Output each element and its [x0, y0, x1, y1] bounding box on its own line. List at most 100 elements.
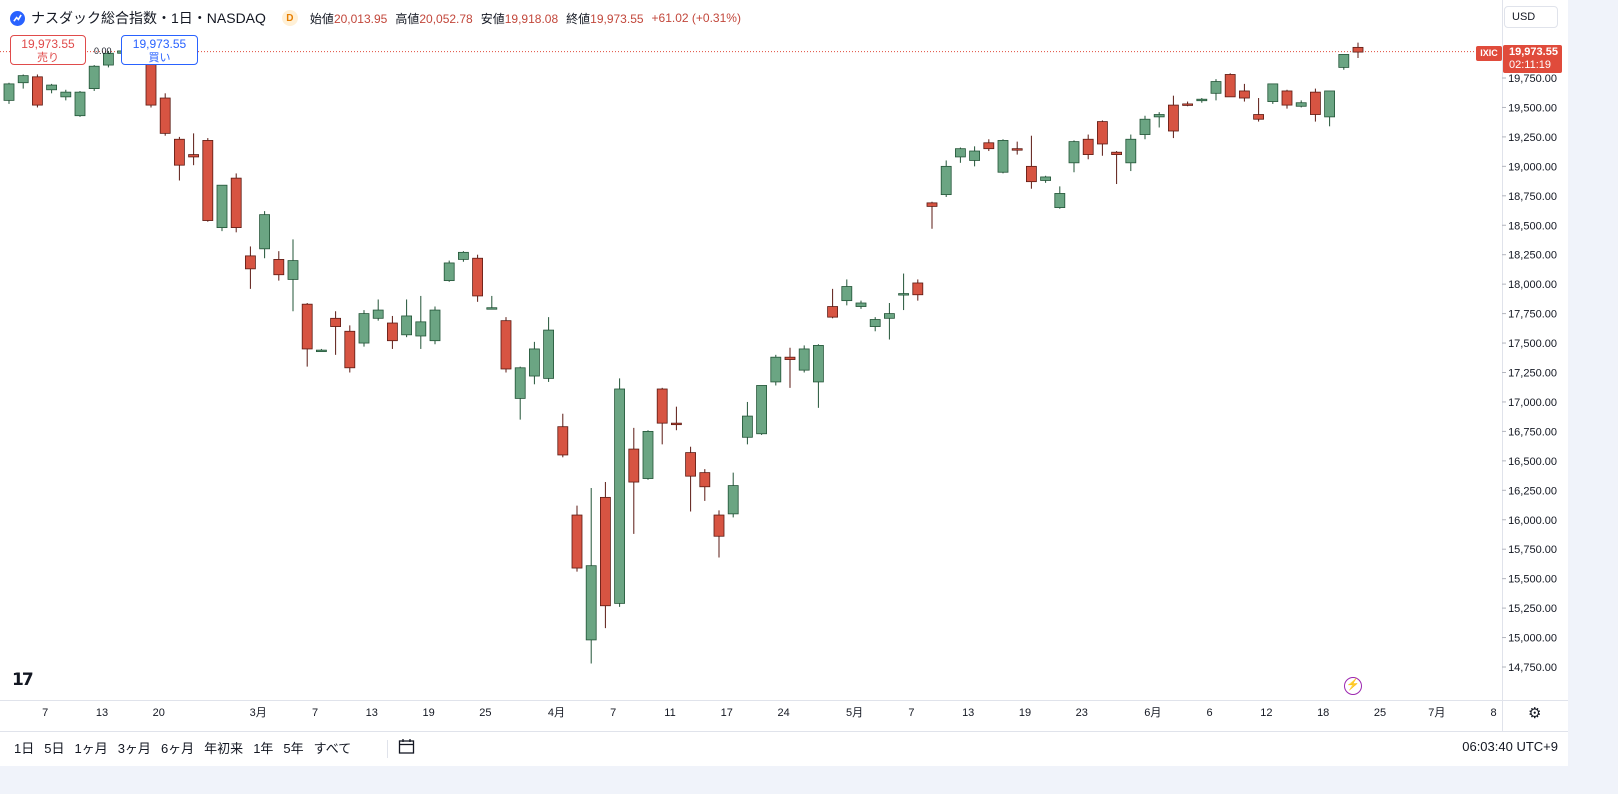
- candle: [1182, 101, 1193, 107]
- candle-body: [983, 142, 995, 150]
- candle-body: [486, 307, 498, 310]
- candle-body: [1210, 81, 1222, 94]
- candle-body: [159, 97, 171, 134]
- candle: [1253, 98, 1264, 122]
- candle-body: [1310, 91, 1321, 115]
- candle: [614, 378, 625, 607]
- candle-body: [642, 430, 654, 479]
- candle: [955, 147, 966, 163]
- candle-body: [145, 59, 157, 106]
- x-tick-label: 20: [153, 707, 165, 719]
- last-price-tag: 19,973.55 02:11:19: [1503, 45, 1562, 73]
- candle-body: [32, 76, 43, 106]
- candle: [969, 146, 980, 167]
- period-1d-button[interactable]: 1日: [14, 741, 35, 756]
- candle: [301, 302, 313, 367]
- x-tick-label: 25: [479, 707, 491, 719]
- y-tick-label: 16,750.00: [1508, 426, 1557, 438]
- sell-button[interactable]: 19,973.55 売り: [10, 35, 86, 65]
- high-value: 高値20,052.78: [395, 11, 473, 26]
- period-6m-button[interactable]: 6ヶ月: [160, 741, 195, 756]
- candle: [784, 347, 796, 388]
- candle: [429, 306, 441, 345]
- x-tick-label: 3月: [250, 707, 267, 719]
- candle: [1210, 79, 1222, 101]
- y-tick-label: 16,500.00: [1508, 456, 1557, 468]
- candle: [88, 65, 100, 91]
- period-3m-button[interactable]: 3ヶ月: [117, 741, 151, 756]
- period-1m-button[interactable]: 1ヶ月: [74, 741, 108, 756]
- open-value: 始値20,013.95: [309, 11, 388, 26]
- candle: [486, 295, 498, 310]
- symbol-title[interactable]: ナスダック総合指数・1日・NASDAQ: [31, 10, 266, 26]
- candle: [912, 279, 924, 301]
- candle: [1267, 83, 1279, 104]
- candle-body: [443, 262, 455, 282]
- candle: [1054, 186, 1066, 209]
- candle-body: [1338, 54, 1350, 68]
- calendar-icon[interactable]: [398, 738, 416, 757]
- candle: [997, 139, 1009, 174]
- candle: [1139, 115, 1151, 140]
- candle: [1224, 73, 1236, 98]
- settings-gear-icon[interactable]: ⚙: [1528, 705, 1542, 722]
- candle-body: [798, 348, 810, 371]
- period-all-button[interactable]: すべて: [313, 741, 352, 756]
- y-tick-label: 18,500.00: [1508, 220, 1557, 232]
- chart-legend: ナスダック総合指数・1日・NASDAQ D 始値20,013.95 高値20,0…: [10, 9, 741, 27]
- candle-body: [585, 565, 597, 641]
- x-tick-label: 11: [664, 707, 675, 719]
- candle: [884, 302, 895, 340]
- candle: [344, 325, 356, 373]
- candle: [386, 315, 398, 349]
- candle-body: [1239, 90, 1250, 99]
- data-status-badge[interactable]: D: [281, 10, 298, 26]
- candle: [315, 348, 327, 353]
- candle: [1068, 140, 1080, 173]
- candle-body: [259, 214, 271, 250]
- last-price-value: 19,973.55: [1509, 46, 1558, 58]
- candle-body: [1153, 114, 1165, 118]
- x-tick-label: 25: [1374, 707, 1386, 719]
- symbol-price-tag: IXIC: [1476, 46, 1502, 61]
- y-tick-label: 15,000.00: [1508, 633, 1557, 645]
- tradingview-logo-icon[interactable]: 17: [12, 670, 34, 690]
- buy-button[interactable]: 19,973.55 買い: [121, 35, 198, 65]
- candlestick-chart[interactable]: 14,750.00 15,000.00 15,250.00 15,500.00 15,7…: [0, 0, 1568, 731]
- y-tick-label: 15,750.00: [1508, 544, 1557, 556]
- candle: [813, 344, 824, 408]
- candle-body: [869, 319, 881, 327]
- candle: [600, 482, 611, 629]
- period-5y-button[interactable]: 5年: [283, 741, 304, 756]
- period-ytd-button[interactable]: 年初来: [204, 741, 244, 756]
- period-5d-button[interactable]: 5日: [44, 741, 65, 756]
- candle-body: [472, 257, 484, 297]
- candle-body: [912, 282, 924, 296]
- candle: [557, 413, 569, 458]
- candle: [3, 82, 15, 104]
- y-tick-label: 17,000.00: [1508, 397, 1557, 409]
- candle-body: [1224, 74, 1236, 98]
- lightning-icon[interactable]: ⚡: [1344, 677, 1362, 695]
- period-1y-button[interactable]: 1年: [253, 741, 274, 756]
- clock-timezone[interactable]: 06:03:40 UTC+9: [1462, 739, 1558, 754]
- candle-body: [3, 83, 15, 101]
- candle: [983, 139, 995, 152]
- candle-body: [557, 426, 569, 456]
- x-tick-label: 13: [366, 707, 378, 719]
- y-tick-label: 15,500.00: [1508, 574, 1557, 586]
- candle-body: [884, 313, 895, 319]
- candle-body: [74, 91, 86, 117]
- change-value: +61.02 (+0.31%): [651, 11, 741, 25]
- candle-body: [685, 452, 696, 477]
- bar-countdown: 02:11:19: [1509, 59, 1552, 71]
- chart-frame: 14,750.00 15,000.00 15,250.00 15,500.00 15,7…: [0, 0, 1568, 766]
- candle: [1310, 88, 1321, 122]
- candle: [17, 74, 29, 89]
- candle: [1111, 151, 1122, 185]
- y-tick-label: 19,500.00: [1508, 102, 1557, 114]
- candle-body: [571, 514, 583, 569]
- candle-body: [330, 317, 342, 327]
- candle-body: [88, 65, 100, 90]
- currency-selector[interactable]: USD: [1504, 6, 1558, 28]
